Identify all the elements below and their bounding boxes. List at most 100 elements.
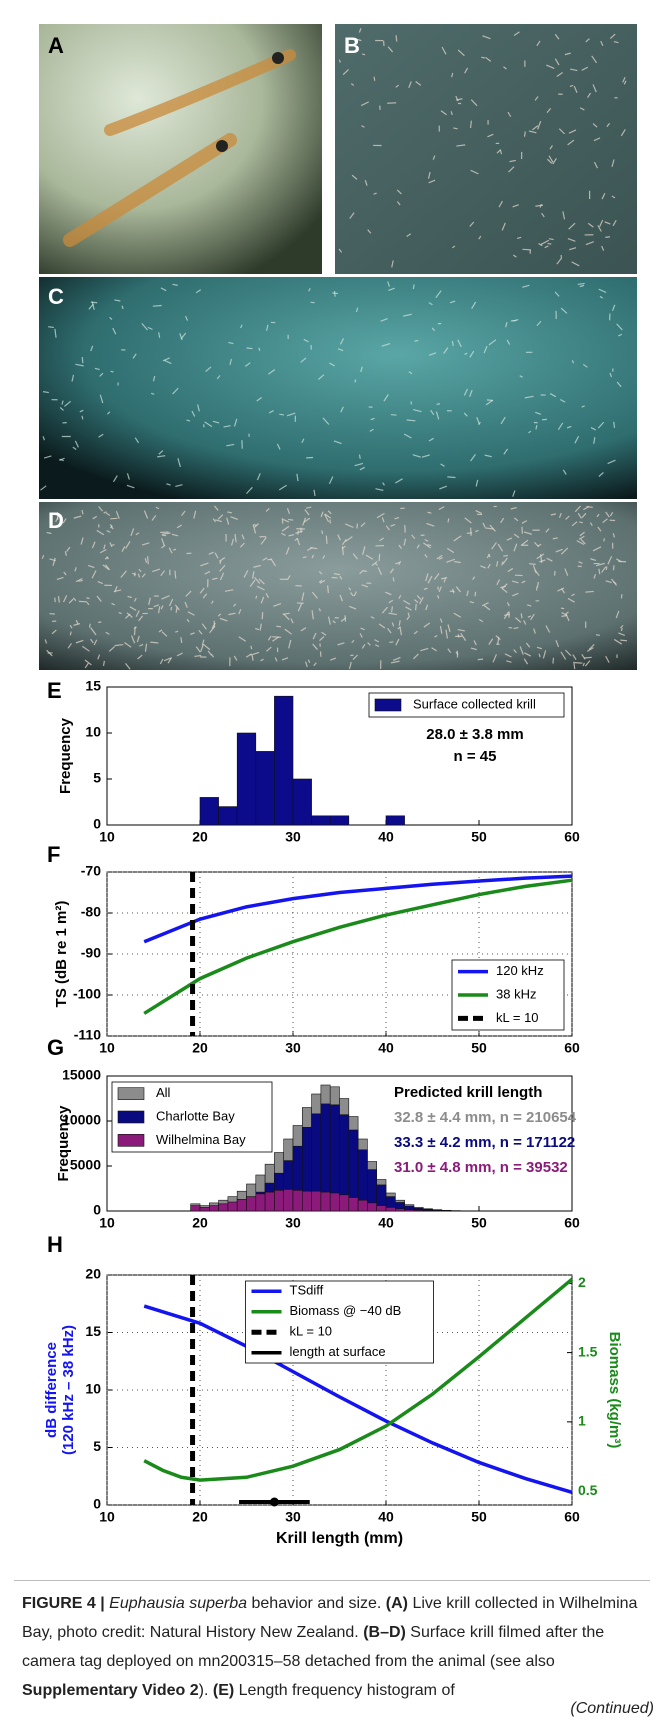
streak: [317, 374, 325, 381]
streak: [398, 594, 402, 599]
y-tick-label: 10: [85, 724, 101, 740]
streak: [424, 553, 428, 558]
histogram-bar: [422, 1210, 433, 1212]
streak: [262, 557, 268, 561]
streak: [455, 586, 461, 593]
streak: [592, 546, 602, 552]
histogram-bar: [283, 1189, 294, 1212]
streak: [492, 654, 497, 663]
streak: [135, 532, 140, 536]
streak: [146, 556, 149, 565]
streak: [539, 554, 543, 563]
streak: [590, 558, 597, 562]
y-tick-label: -70: [81, 863, 101, 879]
streak: [387, 281, 391, 287]
streak: [612, 219, 617, 227]
x-tick-label: 30: [285, 1215, 301, 1231]
streak: [481, 56, 485, 59]
streak: [377, 567, 383, 575]
streak: [441, 46, 447, 55]
streak: [415, 80, 422, 86]
y-tick-label: 15: [85, 678, 101, 694]
streak: [373, 76, 376, 81]
streak: [238, 636, 247, 642]
streak: [546, 108, 552, 114]
streak: [246, 347, 253, 350]
streak: [121, 546, 126, 552]
streak: [288, 518, 294, 521]
photo-b: [335, 24, 637, 274]
histogram-bar: [301, 1190, 312, 1212]
streak: [254, 523, 260, 528]
streak: [179, 333, 183, 341]
y-tick-label: 0: [93, 816, 101, 832]
streak: [162, 532, 171, 535]
histogram-bar: [264, 1191, 275, 1212]
streak: [175, 630, 179, 633]
streak: [322, 417, 330, 425]
histogram-bar: [246, 1196, 257, 1212]
histogram-bar: [227, 1201, 238, 1212]
streak: [94, 367, 100, 371]
streak: [244, 362, 251, 367]
streak: [144, 643, 148, 652]
streak: [554, 291, 560, 297]
streak: [413, 408, 422, 413]
streak: [325, 535, 328, 544]
y-axis-label: TS (dB re 1 m²): [53, 901, 70, 1008]
histogram-bar: [199, 1207, 210, 1212]
streak: [218, 557, 226, 562]
streak: [193, 510, 197, 519]
streak: [246, 486, 253, 495]
streak: [105, 631, 110, 635]
streak: [410, 401, 413, 405]
streak: [408, 371, 413, 375]
streak: [536, 320, 542, 327]
streak: [256, 473, 261, 481]
streak: [487, 563, 491, 569]
legend-swatch: [117, 1087, 145, 1100]
streak: [88, 623, 91, 628]
streak: [437, 586, 439, 590]
y-tick-label: 15: [85, 1323, 101, 1339]
streak: [510, 507, 517, 510]
x-tick-label: 60: [564, 829, 580, 845]
streak: [355, 307, 359, 313]
legend-label: Surface collected krill: [413, 696, 536, 711]
streak: [99, 394, 104, 404]
streak: [405, 606, 412, 611]
caption-text: Length frequency histogram of: [234, 1682, 455, 1699]
legend-label: 38 kHz: [496, 986, 536, 1001]
x-tick-label: 50: [471, 1215, 487, 1231]
streak: [457, 339, 462, 348]
streak: [567, 597, 575, 603]
streak: [319, 579, 326, 584]
streak: [520, 539, 529, 546]
streak: [282, 518, 290, 523]
streak: [187, 611, 195, 616]
x-tick-label: 50: [471, 829, 487, 845]
streak: [152, 568, 161, 573]
streak: [513, 543, 518, 552]
streak: [553, 570, 556, 576]
streak: [618, 333, 623, 337]
streak: [562, 469, 567, 475]
streak: [319, 636, 325, 642]
streak: [348, 661, 352, 670]
streak: [370, 417, 375, 421]
streak: [226, 443, 235, 447]
streak: [420, 647, 429, 652]
streak: [351, 174, 358, 180]
streak: [586, 647, 594, 652]
streak: [544, 245, 549, 249]
streak: [360, 627, 365, 631]
streak: [436, 554, 443, 560]
streak: [503, 554, 508, 557]
annotation: n = 45: [454, 748, 497, 765]
streak: [204, 570, 211, 575]
streak: [376, 512, 385, 519]
streak: [597, 225, 602, 232]
streak: [258, 347, 261, 351]
caption-text: Surface krill filmed after the camera ta…: [22, 1624, 605, 1670]
streak: [447, 518, 450, 523]
